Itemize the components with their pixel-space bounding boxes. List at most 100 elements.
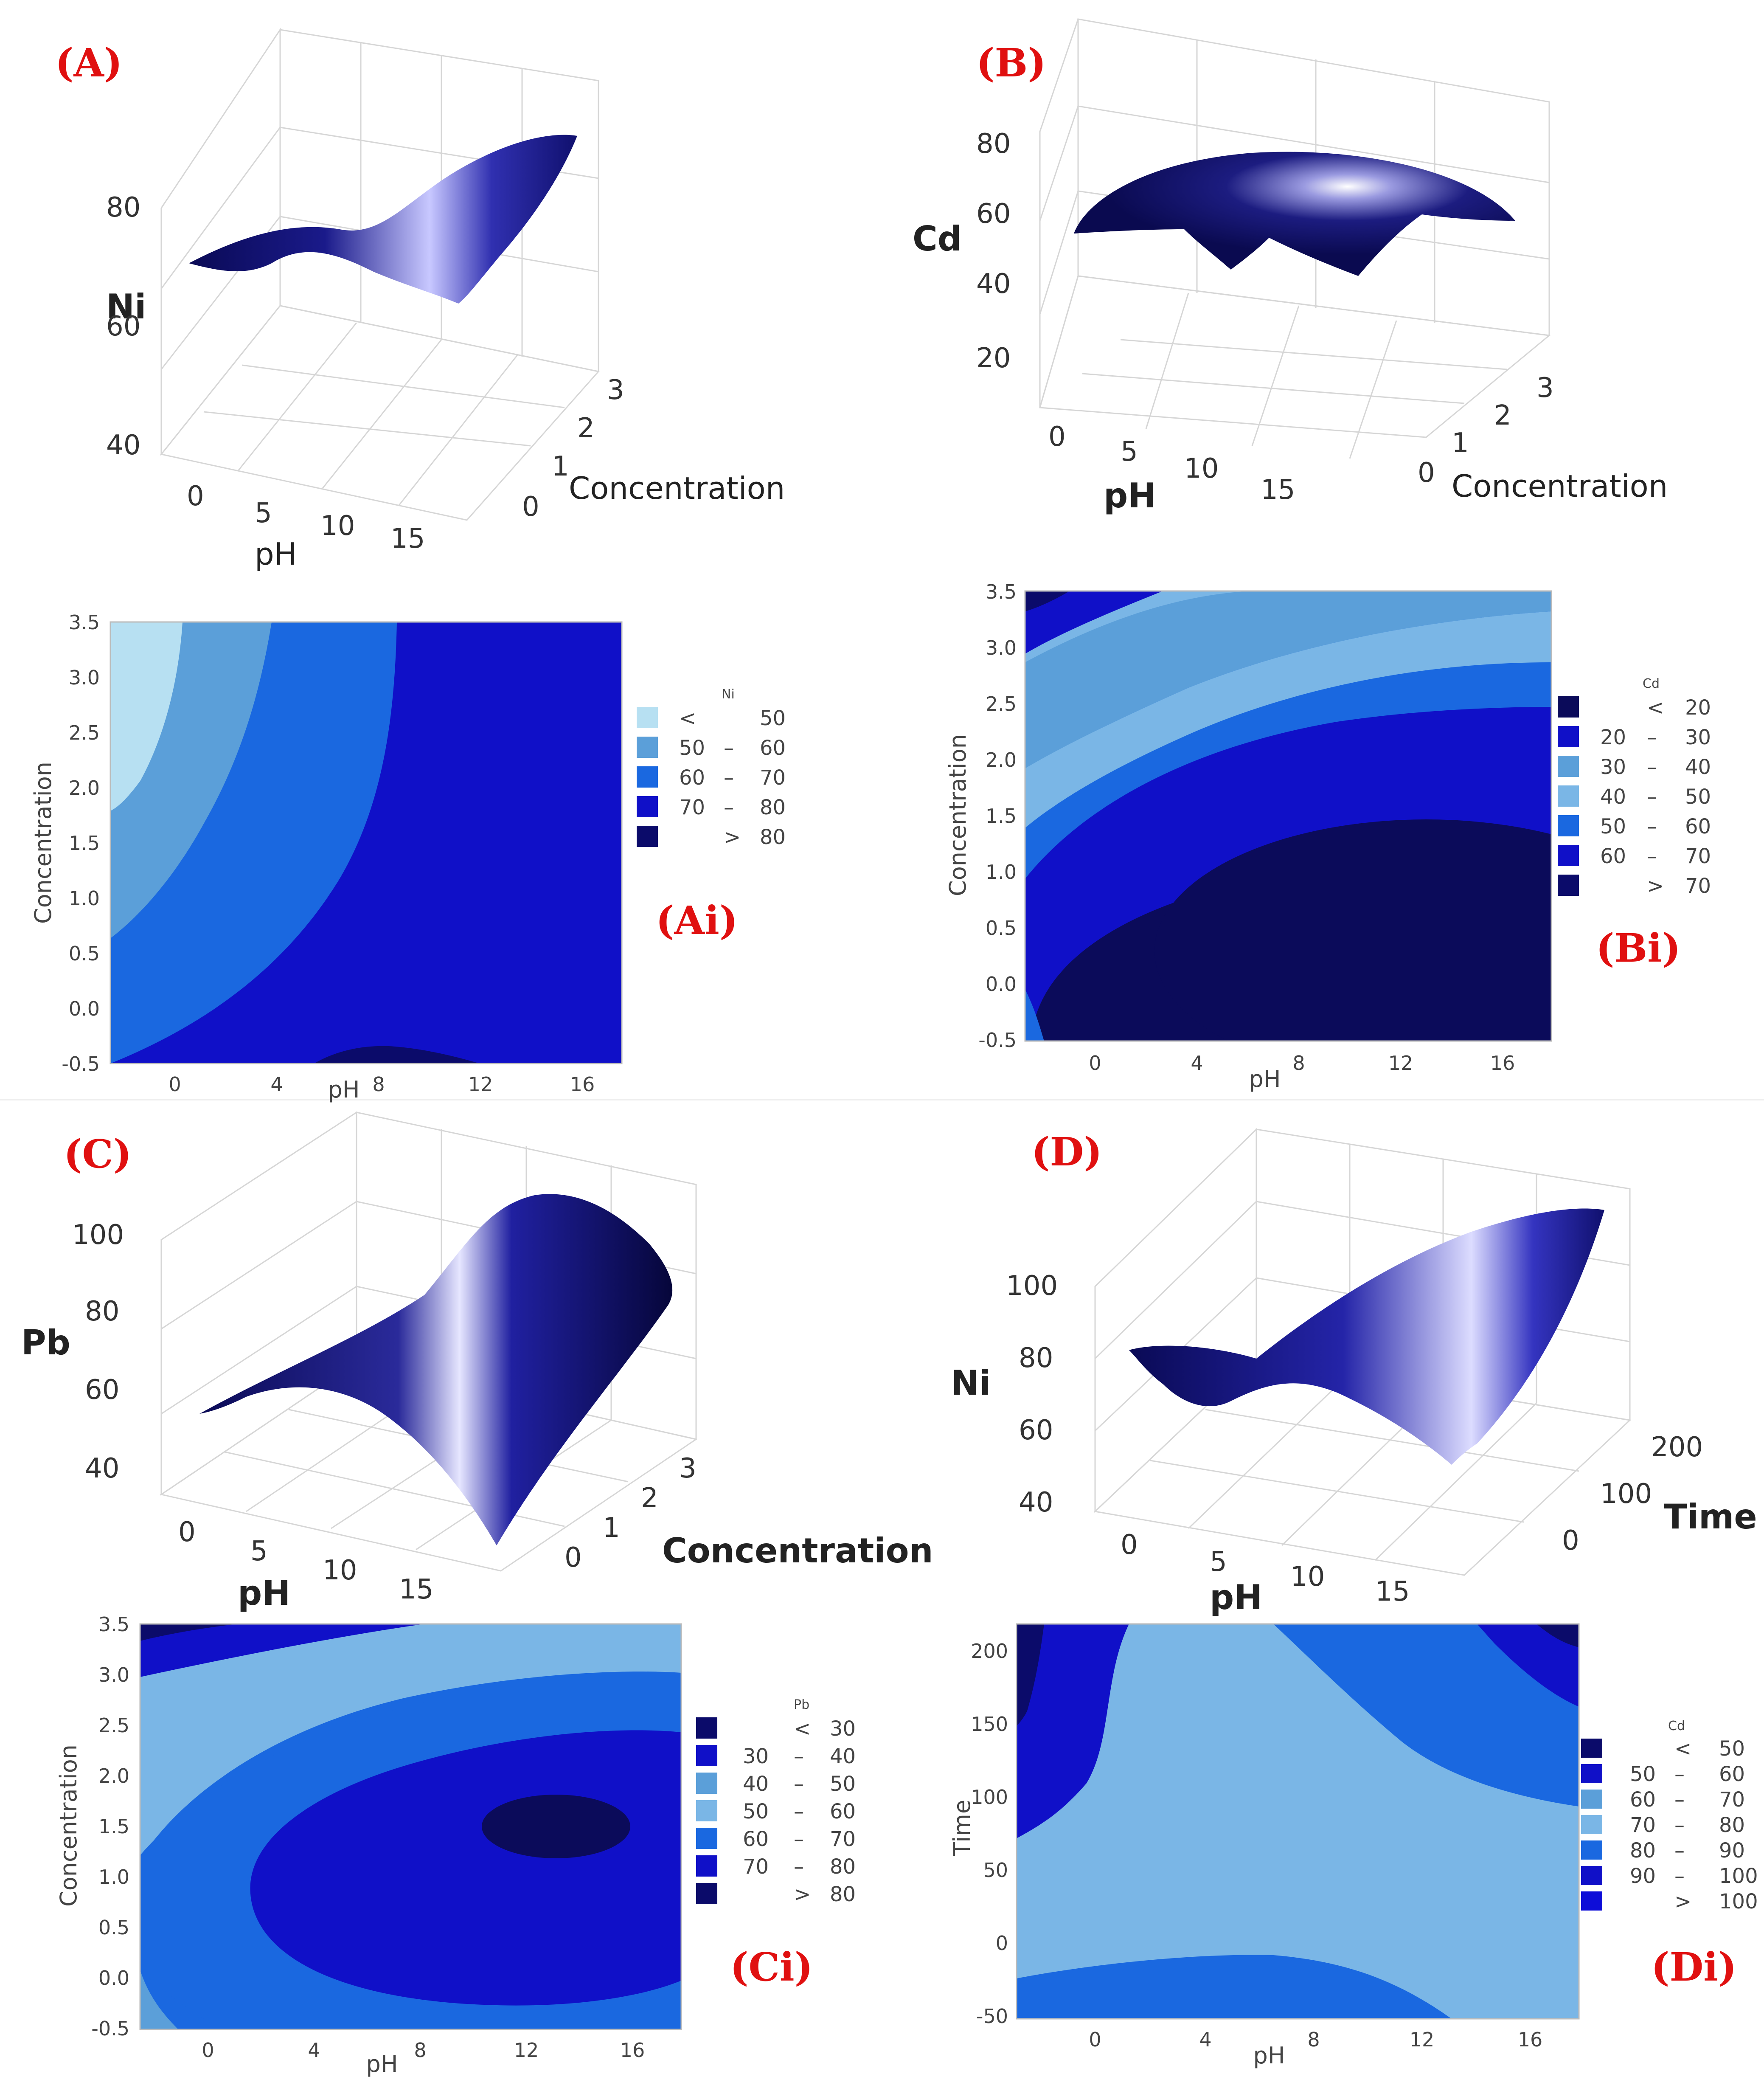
contour-ci-band-lt30 [140, 1624, 238, 1641]
panel-c-ytick: 3 [679, 1453, 697, 1484]
ci-ytick: 2.0 [98, 1764, 129, 1787]
ci-ytick: 0.5 [98, 1916, 129, 1939]
di-legend-dash: – [1674, 1813, 1685, 1837]
panel-label-di: (Di) [1651, 1944, 1737, 1990]
ci-legend-hi: 30 [830, 1717, 856, 1741]
bi-ytick: 0.0 [986, 973, 1017, 996]
contour-ai-legend: Ni < 50 50 – 60 60 – 70 70 – 80 > 80 [637, 687, 786, 849]
bi-xtick: 8 [1292, 1052, 1305, 1075]
ai-legend-title: Ni [722, 687, 735, 702]
bi-legend-lo: 20 [1600, 726, 1626, 749]
contour-bi-band-40-50 [1025, 611, 1551, 828]
panel-c-xtick: 0 [178, 1517, 196, 1548]
ci-legend-lo: 70 [743, 1855, 769, 1879]
ci-ylabel: Concentration [55, 1745, 82, 1907]
bi-legend-dash: – [1647, 844, 1657, 868]
panel-b-xtick: 0 [1048, 421, 1066, 453]
ci-ytick: 2.5 [98, 1714, 129, 1737]
bi-ytick: -0.5 [978, 1029, 1017, 1052]
di-ytick: 0 [996, 1932, 1008, 1955]
ci-xtick: 0 [202, 2039, 214, 2062]
panel-b-surface-mesh [1074, 152, 1515, 276]
contour-bi-corner [1025, 989, 1044, 1041]
ai-legend-dash: – [724, 766, 734, 790]
ci-legend-lo: 60 [743, 1827, 769, 1851]
ci-legend-dash: – [794, 1745, 804, 1768]
panel-a-xlabel: pH [255, 536, 297, 572]
bi-ytick: 2.5 [986, 692, 1017, 715]
contour-ai-xticks: 0 4 8 12 16 [169, 1073, 595, 1096]
contour-bi-yticks: 3.5 3.0 2.5 2.0 1.5 1.0 0.5 0.0 -0.5 [978, 580, 1017, 1052]
panel-d-surface: (D) Ni 100 80 60 40 0 5 10 15 pH 0 100 2… [951, 1128, 1757, 1617]
panel-c-ztick: 60 [85, 1374, 119, 1406]
contour-ci-legend: Pb < 30 30 – 40 40 – 50 50 – 60 60 – 70 … [696, 1697, 856, 1906]
ai-ytick: 0.5 [69, 942, 100, 965]
ai-legend-dash: – [724, 736, 734, 760]
contour-bi-band-30-40-b [1025, 591, 1551, 768]
contour-di-plot [1017, 1624, 1579, 2019]
panel-label-ci: (Ci) [730, 1944, 813, 1990]
panel-ci-contour: 3.5 3.0 2.5 2.0 1.5 1.0 0.5 0.0 -0.5 0 4… [55, 1613, 856, 2077]
panel-b-ztick: 80 [976, 128, 1011, 160]
ai-legend-lo: 50 [679, 736, 705, 760]
panel-label-c: (C) [64, 1131, 132, 1177]
contour-di-yticks: 200 150 100 50 0 -50 [971, 1640, 1008, 2028]
contour-di-band-topright-3 [1536, 1624, 1579, 1647]
di-legend-lo: > [1674, 1890, 1691, 1914]
di-legend-swatch [1581, 1891, 1602, 1911]
panel-d-ztick: 100 [1006, 1270, 1058, 1302]
panel-b-box [1039, 18, 1551, 459]
panel-b-zlabel: Cd [913, 219, 962, 259]
panel-d-ztick: 80 [1019, 1342, 1053, 1374]
contour-ai-band-gt80 [314, 1046, 480, 1064]
contour-ai-plot [110, 622, 622, 1064]
ai-xtick: 16 [570, 1073, 595, 1096]
bi-legend-dash: – [1647, 755, 1657, 779]
panel-b-xtick: 15 [1261, 474, 1295, 506]
panel-label-b: (B) [976, 40, 1046, 86]
ai-legend-hi: 70 [760, 766, 786, 790]
ci-legend-hi: 40 [830, 1745, 856, 1768]
panel-c-zlabel: Pb [21, 1323, 70, 1362]
di-legend-dash: – [1674, 1788, 1685, 1812]
contour-ci-yticks: 3.5 3.0 2.5 2.0 1.5 1.0 0.5 0.0 -0.5 [91, 1613, 129, 2040]
bi-legend-swatch [1558, 756, 1579, 777]
ci-legend-dash: – [794, 1855, 804, 1879]
ai-legend-lo: 60 [679, 766, 705, 790]
ci-legend-swatch [696, 1883, 717, 1904]
ci-ytick: 1.5 [98, 1815, 129, 1838]
di-legend-hi: 100 [1719, 1890, 1758, 1914]
di-legend-hi: 100 [1719, 1864, 1758, 1888]
panel-label-a: (A) [55, 40, 122, 86]
ai-ytick: 2.0 [69, 777, 100, 799]
di-legend-swatch [1581, 1764, 1602, 1783]
di-legend-dash: – [1674, 1762, 1685, 1786]
contour-ci-corner [140, 1970, 178, 2029]
bi-xlabel: pH [1249, 1066, 1281, 1092]
di-legend-swatch [1581, 1866, 1602, 1885]
panel-d-ztick: 60 [1019, 1415, 1053, 1446]
ci-legend-lo: 50 [743, 1800, 769, 1823]
panel-di-contour: 200 150 100 50 0 -50 0 4 8 12 16 pH Time… [949, 1623, 1758, 2069]
di-legend-hi: 50 [1719, 1737, 1745, 1761]
ai-ytick: 0.0 [69, 997, 100, 1020]
bi-legend-title: Cd [1643, 676, 1660, 691]
di-ytick: -50 [976, 2005, 1008, 2028]
bi-legend-swatch [1558, 845, 1579, 866]
ai-legend-hi: 60 [760, 736, 786, 760]
ai-legend-hi: 80 [760, 796, 786, 819]
panel-c-ytick: 2 [641, 1483, 658, 1514]
panel-d-xtick: 0 [1121, 1529, 1138, 1561]
bi-ytick: 1.5 [986, 805, 1017, 827]
ci-legend-dash: – [794, 1800, 804, 1823]
ai-ytick: 3.5 [69, 611, 100, 634]
bi-ytick: 3.0 [986, 636, 1017, 659]
bi-legend-swatch [1558, 785, 1579, 807]
di-legend-hi: 90 [1719, 1839, 1745, 1863]
panel-d-zlabel: Ni [951, 1363, 991, 1403]
panel-a-ytick: 1 [552, 451, 569, 482]
contour-di-band-bottom [1017, 1955, 1452, 2019]
panel-ai-contour: 3.5 3.0 2.5 2.0 1.5 1.0 0.5 0.0 -0.5 0 4… [30, 611, 786, 1103]
panel-label-d: (D) [1031, 1129, 1102, 1175]
bi-ytick: 2.0 [986, 749, 1017, 771]
